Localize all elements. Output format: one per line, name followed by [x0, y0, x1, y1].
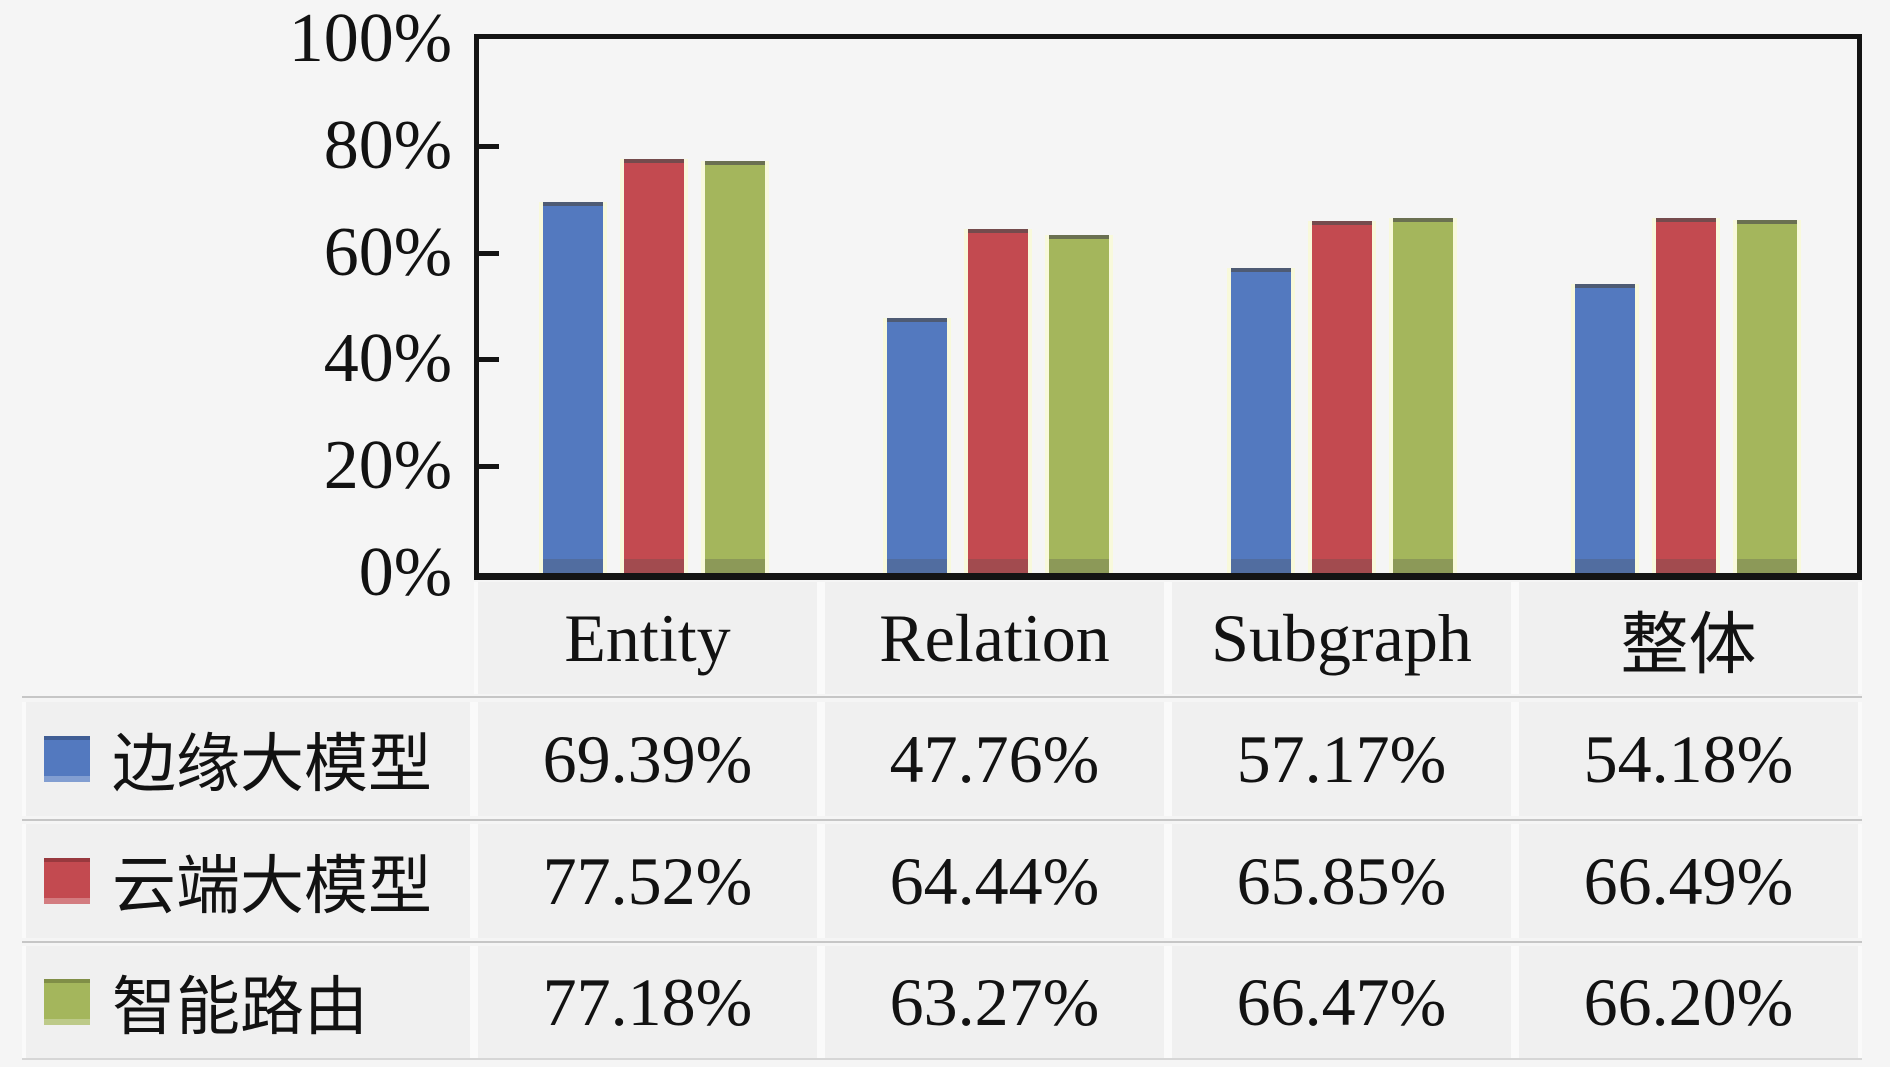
legend-row-smart-routing: 智能路由: [22, 946, 474, 1058]
bar-云端大模型-Relation: [968, 228, 1028, 574]
table-header-subgraph: Subgraph: [1168, 582, 1515, 694]
bar-云端大模型-Entity: [624, 159, 684, 573]
table-cell: 77.18%: [474, 946, 821, 1058]
table-cell: 77.52%: [474, 824, 821, 938]
row-divider: [22, 941, 1862, 943]
table-header-entity: Entity: [474, 582, 821, 694]
table-cell: 57.17%: [1168, 702, 1515, 816]
y-axis-label-100: 100%: [288, 0, 452, 77]
legend-swatch-edge-model: [44, 736, 90, 782]
table-cell: 63.27%: [821, 946, 1168, 1058]
legend-label: 云端大模型: [112, 851, 432, 922]
table-cell: 66.20%: [1515, 946, 1862, 1058]
y-axis-tick-80: [479, 143, 499, 149]
bar-边缘大模型-Entity: [543, 202, 603, 573]
table-cell: 66.47%: [1168, 946, 1515, 1058]
y-axis-label-80: 80%: [323, 107, 452, 184]
bar-云端大模型-Subgraph: [1312, 221, 1372, 573]
y-axis-label-40: 40%: [323, 320, 452, 397]
legend-row-cloud-model: 云端大模型: [22, 824, 474, 938]
bar-边缘大模型-整体: [1575, 283, 1635, 574]
y-axis-tick-20: [479, 464, 499, 470]
table-cell: 65.85%: [1168, 824, 1515, 938]
table-header-overall: 整体: [1515, 582, 1862, 694]
legend-label: 边缘大模型: [112, 729, 432, 800]
row-divider: [22, 819, 1862, 821]
table-cell: 69.39%: [474, 702, 821, 816]
y-axis-label-60: 60%: [323, 214, 452, 291]
table-cell: 47.76%: [821, 702, 1168, 816]
y-axis-label-0: 0%: [358, 534, 452, 611]
bar-智能路由-Entity: [705, 160, 765, 574]
table-cell: 64.44%: [821, 824, 1168, 938]
legend-label: 智能路由: [112, 972, 368, 1043]
row-divider: [22, 1058, 1862, 1060]
table-cell: 54.18%: [1515, 702, 1862, 816]
legend-swatch-cloud-model: [44, 858, 90, 904]
table-cell: 66.49%: [1515, 824, 1862, 938]
bar-智能路由-Relation: [1049, 235, 1109, 573]
y-axis-label-20: 20%: [323, 427, 452, 504]
bar-边缘大模型-Relation: [887, 317, 947, 574]
legend-swatch-smart-routing: [44, 979, 90, 1025]
y-axis-tick-40: [479, 357, 499, 363]
legend-row-edge-model: 边缘大模型: [22, 702, 474, 816]
table-header-relation: Relation: [821, 582, 1168, 694]
y-axis-tick-60: [479, 250, 499, 256]
bar-云端大模型-整体: [1656, 217, 1716, 574]
bar-智能路由-整体: [1737, 219, 1797, 573]
bar-边缘大模型-Subgraph: [1231, 267, 1291, 574]
row-divider: [22, 696, 1862, 698]
bar-智能路由-Subgraph: [1393, 218, 1453, 573]
chart-plot-area: [474, 34, 1862, 580]
